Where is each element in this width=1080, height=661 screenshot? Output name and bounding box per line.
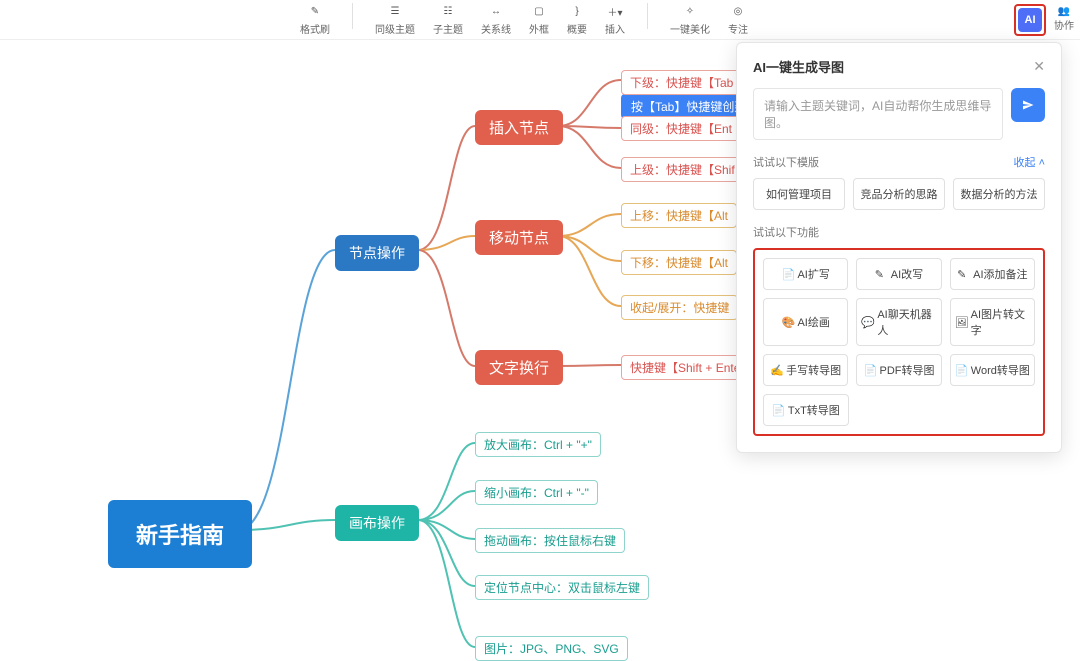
tool-label: 插入	[605, 21, 625, 36]
ai-button-highlight: AI	[1014, 4, 1046, 36]
send-button[interactable]	[1011, 88, 1045, 122]
functions-last-row: 📄 TxT转导图	[763, 394, 1035, 426]
tool-summary[interactable]: } 概要	[567, 3, 587, 36]
tool-sibling-topic[interactable]: ☰ 同级主题	[375, 3, 415, 36]
fn-label: AI扩写	[797, 266, 829, 282]
tool-child-topic[interactable]: ☷ 子主题	[433, 3, 463, 36]
fn-icon: 🖼	[955, 316, 967, 328]
tool-label: 外框	[529, 21, 549, 36]
topic-icon: ☰	[387, 3, 403, 19]
fn-icon: 💬	[861, 316, 873, 328]
tool-insert[interactable]: ＋▾ 插入	[605, 3, 625, 36]
template-row: 如何管理项目 竞品分析的思路 数据分析的方法	[753, 178, 1045, 210]
tool-collab[interactable]: 👥协作	[1054, 6, 1074, 32]
fn-label: AI添加备注	[973, 266, 1027, 282]
function-btn[interactable]: 📄 TxT转导图	[763, 394, 849, 426]
fn-icon: 📄	[772, 404, 784, 416]
template-btn[interactable]: 数据分析的方法	[953, 178, 1045, 210]
tool-label: 协作	[1054, 17, 1074, 32]
function-btn[interactable]: ✍ 手写转导图	[763, 354, 848, 386]
fn-icon: 📄	[781, 268, 793, 280]
toolbar-separator	[647, 3, 648, 29]
tool-label: 同级主题	[375, 21, 415, 36]
toolbar-separator	[352, 3, 353, 29]
plus-icon: ＋▾	[607, 3, 623, 19]
tool-boundary[interactable]: ▢ 外框	[529, 3, 549, 36]
function-btn[interactable]: 🎨 AI绘画	[763, 298, 848, 346]
leaf-node[interactable]: 下移：快捷键【Alt	[621, 250, 737, 275]
ai-prompt-input[interactable]: 请输入主题关键词，AI自动帮你生成思维导图。	[753, 88, 1003, 140]
toolbar: ✎格式刷 ☰同级主题 ☷子主题 ↔关系线 ▢外框 }概要 ＋▾插入 ✧一键美化 …	[0, 0, 1080, 40]
leaf-node[interactable]: 上级：快捷键【Shif	[621, 157, 744, 182]
fn-icon: ✎	[875, 268, 887, 280]
function-btn[interactable]: ✎ AI添加备注	[950, 258, 1035, 290]
fn-label: AI图片转文字	[971, 306, 1030, 338]
close-icon[interactable]: ✕	[1033, 58, 1045, 75]
boundary-icon: ▢	[531, 3, 547, 19]
tool-beautify[interactable]: ✧ 一键美化	[670, 3, 710, 36]
ai-panel: AI一键生成导图 ✕ 请输入主题关键词，AI自动帮你生成思维导图。 试试以下模版…	[736, 42, 1062, 453]
fn-label: TxT转导图	[788, 402, 840, 418]
functions-heading: 试试以下功能	[753, 224, 819, 240]
fn-label: PDF转导图	[879, 362, 934, 378]
child-icon: ☷	[440, 3, 456, 19]
leaf-node[interactable]: 拖动画布：按住鼠标右键	[475, 528, 625, 553]
fn-icon: 📄	[955, 364, 967, 376]
tool-label: 概要	[567, 21, 587, 36]
tool-relation[interactable]: ↔ 关系线	[481, 3, 511, 36]
brush-icon: ✎	[307, 3, 323, 19]
ai-button[interactable]: AI	[1018, 8, 1042, 32]
node-ops[interactable]: 节点操作	[335, 235, 419, 271]
function-btn[interactable]: 📄 Word转导图	[950, 354, 1035, 386]
function-btn[interactable]: ✎ AI改写	[856, 258, 941, 290]
fn-label: AI绘画	[797, 314, 829, 330]
leaf-node[interactable]: 收起/展开：快捷键	[621, 295, 738, 320]
templates-heading: 试试以下模版	[753, 154, 819, 170]
wand-icon: ✧	[682, 3, 698, 19]
tool-label: 专注	[728, 21, 748, 36]
tool-label: 一键美化	[670, 21, 710, 36]
root-node[interactable]: 新手指南	[108, 500, 252, 568]
tool-label: 关系线	[481, 21, 511, 36]
tool-format-brush[interactable]: ✎ 格式刷	[300, 3, 330, 36]
move-node[interactable]: 移动节点	[475, 220, 563, 255]
text-wrap[interactable]: 文字换行	[475, 350, 563, 385]
fn-label: AI聊天机器人	[877, 306, 936, 338]
leaf-node[interactable]: 同级：快捷键【Ent	[621, 116, 741, 141]
leaf-node[interactable]: 上移：快捷键【Alt	[621, 203, 737, 228]
relation-icon: ↔	[488, 3, 504, 19]
functions-grid: 📄 AI扩写 ✎ AI改写 ✎ AI添加备注 🎨 AI绘画 💬 AI聊天机器人 🖼 AI图片转文字 ✍ 手…	[763, 258, 1035, 386]
function-btn[interactable]: 🖼 AI图片转文字	[950, 298, 1035, 346]
tool-focus[interactable]: ◎ 专注	[728, 3, 748, 36]
fn-icon: ✍	[770, 364, 782, 376]
tool-label: 子主题	[433, 21, 463, 36]
function-btn[interactable]: 💬 AI聊天机器人	[856, 298, 941, 346]
fn-label: 手写转导图	[786, 362, 841, 378]
leaf-node[interactable]: 图片：JPG、PNG、SVG	[475, 636, 628, 661]
template-btn[interactable]: 竞品分析的思路	[853, 178, 945, 210]
leaf-node[interactable]: 定位节点中心：双击鼠标左键	[475, 575, 649, 600]
function-btn[interactable]: 📄 AI扩写	[763, 258, 848, 290]
summary-icon: }	[569, 3, 585, 19]
fn-icon: ✎	[957, 268, 969, 280]
send-icon	[1022, 99, 1034, 111]
fn-icon: 📄	[863, 364, 875, 376]
toolbar-group: ✎格式刷 ☰同级主题 ☷子主题 ↔关系线 ▢外框 }概要 ＋▾插入 ✧一键美化 …	[300, 3, 748, 36]
fn-label: AI改写	[891, 266, 923, 282]
fn-label: Word转导图	[971, 362, 1030, 378]
tool-label: 格式刷	[300, 21, 330, 36]
leaf-node[interactable]: 放大画布：Ctrl + "+"	[475, 432, 601, 457]
people-icon: 👥	[1058, 6, 1070, 17]
insert-node[interactable]: 插入节点	[475, 110, 563, 145]
leaf-node[interactable]: 下级：快捷键【Tab	[621, 70, 742, 95]
template-btn[interactable]: 如何管理项目	[753, 178, 845, 210]
target-icon: ◎	[730, 3, 746, 19]
canvas-ops[interactable]: 画布操作	[335, 505, 419, 541]
leaf-node[interactable]: 缩小画布：Ctrl + "-"	[475, 480, 598, 505]
fn-icon: 🎨	[781, 316, 793, 328]
ai-panel-title: AI一键生成导图	[753, 57, 844, 76]
functions-highlight-box: 📄 AI扩写 ✎ AI改写 ✎ AI添加备注 🎨 AI绘画 💬 AI聊天机器人 🖼 AI图片转文字 ✍ 手…	[753, 248, 1045, 436]
function-btn[interactable]: 📄 PDF转导图	[856, 354, 941, 386]
collapse-toggle[interactable]: 收起 ˄	[1014, 154, 1045, 170]
